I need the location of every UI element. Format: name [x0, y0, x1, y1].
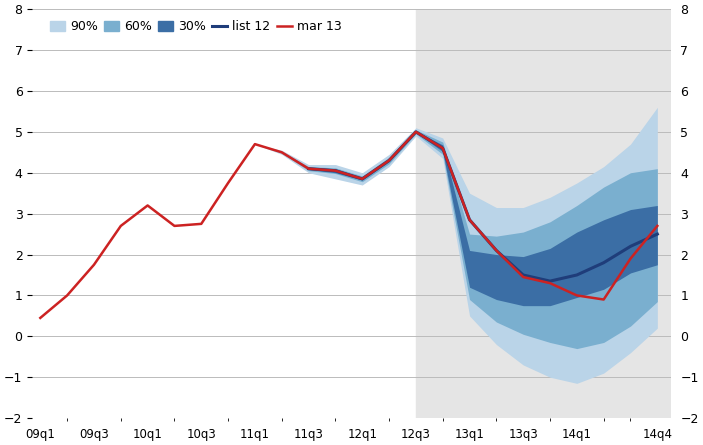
- Legend: 90%, 60%, 30%, list 12, mar 13: 90%, 60%, 30%, list 12, mar 13: [45, 16, 347, 38]
- Bar: [416, 9, 671, 418]
